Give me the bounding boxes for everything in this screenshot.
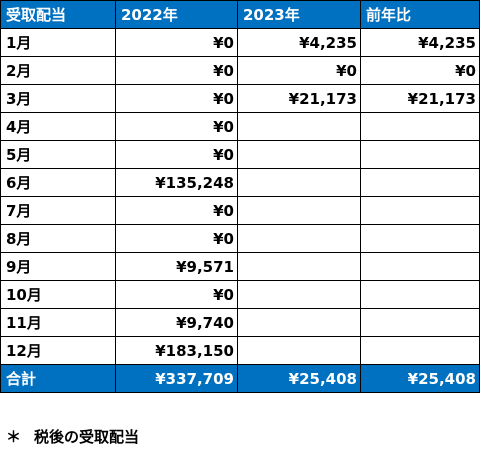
value-2022-cell: ¥0 (115, 112, 238, 141)
month-cell: 1月 (0, 28, 116, 57)
yoy-cell (360, 168, 480, 197)
header-year-over-year: 前年比 (360, 0, 480, 29)
value-2022-cell: ¥0 (115, 280, 238, 309)
table-row: 7月 ¥0 (0, 196, 480, 225)
value-2022-cell: ¥0 (115, 140, 238, 169)
month-cell: 5月 (0, 140, 116, 169)
total-label: 合計 (0, 364, 116, 393)
header-2022: 2022年 (115, 0, 238, 29)
yoy-cell (360, 224, 480, 253)
yoy-cell (360, 252, 480, 281)
value-2022-cell: ¥0 (115, 28, 238, 57)
value-2022-cell: ¥0 (115, 224, 238, 253)
month-cell: 10月 (0, 280, 116, 309)
footnote-text: 税後の受取配当 (34, 428, 140, 446)
footnote-mark: ＊ (6, 428, 22, 446)
table-row: 2月 ¥0 ¥0 ¥0 (0, 56, 480, 85)
dividend-table: 受取配当 2022年 2023年 前年比 1月 ¥0 ¥4,235 ¥4,235… (0, 0, 480, 393)
table-row: 10月 ¥0 (0, 280, 480, 309)
value-2023-cell (237, 112, 361, 141)
header-dividends-received: 受取配当 (0, 0, 116, 29)
value-2023-cell (237, 336, 361, 365)
total-2023: ¥25,408 (237, 364, 361, 393)
value-2022-cell: ¥0 (115, 56, 238, 85)
month-cell: 12月 (0, 336, 116, 365)
table-row: 6月 ¥135,248 (0, 168, 480, 197)
total-2022: ¥337,709 (115, 364, 238, 393)
value-2023-cell (237, 252, 361, 281)
header-2023: 2023年 (237, 0, 361, 29)
yoy-cell (360, 140, 480, 169)
table-row: 3月 ¥0 ¥21,173 ¥21,173 (0, 84, 480, 113)
month-cell: 6月 (0, 168, 116, 197)
yoy-cell: ¥4,235 (360, 28, 480, 57)
table-row: 1月 ¥0 ¥4,235 ¥4,235 (0, 28, 480, 57)
value-2022-cell: ¥183,150 (115, 336, 238, 365)
value-2023-cell (237, 280, 361, 309)
total-row: 合計 ¥337,709 ¥25,408 ¥25,408 (0, 364, 480, 393)
value-2023-cell: ¥0 (237, 56, 361, 85)
table-row: 8月 ¥0 (0, 224, 480, 253)
value-2023-cell (237, 196, 361, 225)
table-row: 4月 ¥0 (0, 112, 480, 141)
value-2023-cell (237, 140, 361, 169)
month-cell: 3月 (0, 84, 116, 113)
value-2022-cell: ¥135,248 (115, 168, 238, 197)
value-2023-cell: ¥21,173 (237, 84, 361, 113)
header-row: 受取配当 2022年 2023年 前年比 (0, 0, 480, 29)
month-cell: 7月 (0, 196, 116, 225)
yoy-cell: ¥21,173 (360, 84, 480, 113)
yoy-cell (360, 196, 480, 225)
month-cell: 9月 (0, 252, 116, 281)
month-cell: 11月 (0, 308, 116, 337)
yoy-cell (360, 280, 480, 309)
total-yoy: ¥25,408 (360, 364, 480, 393)
month-cell: 8月 (0, 224, 116, 253)
value-2022-cell: ¥0 (115, 196, 238, 225)
table-row: 11月 ¥9,740 (0, 308, 480, 337)
table-row: 12月 ¥183,150 (0, 336, 480, 365)
value-2023-cell: ¥4,235 (237, 28, 361, 57)
value-2023-cell (237, 308, 361, 337)
footnote: ＊ 税後の受取配当 (6, 426, 139, 447)
yoy-cell (360, 336, 480, 365)
value-2022-cell: ¥9,571 (115, 252, 238, 281)
value-2023-cell (237, 224, 361, 253)
value-2022-cell: ¥9,740 (115, 308, 238, 337)
yoy-cell (360, 112, 480, 141)
month-cell: 2月 (0, 56, 116, 85)
table-row: 9月 ¥9,571 (0, 252, 480, 281)
value-2023-cell (237, 168, 361, 197)
yoy-cell: ¥0 (360, 56, 480, 85)
table-row: 5月 ¥0 (0, 140, 480, 169)
value-2022-cell: ¥0 (115, 84, 238, 113)
month-cell: 4月 (0, 112, 116, 141)
yoy-cell (360, 308, 480, 337)
